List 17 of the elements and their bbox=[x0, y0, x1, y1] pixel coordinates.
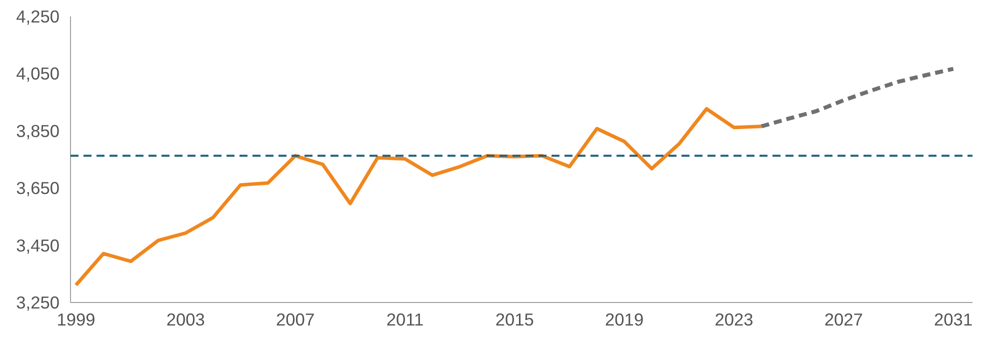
x-tick-label: 2011 bbox=[386, 310, 424, 330]
x-tick-label: 2023 bbox=[714, 310, 754, 330]
x-tick-label: 2019 bbox=[605, 310, 644, 330]
line-series bbox=[759, 66, 956, 128]
y-tick-label: 4,050 bbox=[16, 64, 60, 84]
x-tick-label: 2015 bbox=[495, 310, 534, 330]
x-tick-label: 2027 bbox=[824, 310, 863, 330]
line-series bbox=[74, 107, 764, 287]
y-tick-label: 4,250 bbox=[16, 6, 60, 26]
x-tick-label: 2007 bbox=[276, 310, 315, 330]
y-tick-label: 3,650 bbox=[16, 178, 60, 198]
y-tick-label: 3,450 bbox=[16, 235, 60, 256]
x-tick-label: 2031 bbox=[934, 310, 973, 330]
x-tick-label: 2003 bbox=[166, 310, 205, 330]
x-tick-label: 1999 bbox=[56, 310, 96, 330]
y-tick-label: 3,250 bbox=[16, 292, 60, 312]
y-tick-label: 3,850 bbox=[16, 120, 60, 141]
